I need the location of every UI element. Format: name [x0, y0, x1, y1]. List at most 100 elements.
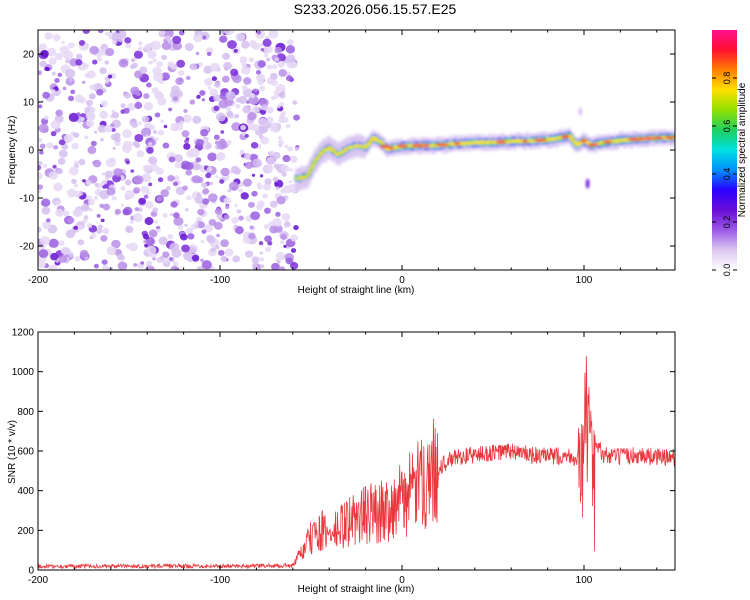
noise-blob	[74, 255, 81, 262]
colorbar-tick-label: 0.8	[722, 72, 732, 85]
noise-blob	[240, 124, 247, 131]
noise-blob	[195, 51, 200, 56]
signal-core	[332, 150, 337, 152]
signal-core	[327, 145, 332, 148]
noise-blob	[125, 160, 131, 165]
noise-blob	[168, 257, 173, 261]
x-tick-label: 0	[399, 275, 405, 286]
noise-blob	[248, 57, 255, 63]
signal-peak	[414, 144, 426, 148]
noise-blob	[236, 209, 241, 213]
noise-blob	[224, 248, 234, 257]
noise-blob	[243, 77, 252, 85]
noise-blob	[50, 120, 61, 130]
noise-blob	[185, 169, 192, 176]
noise-blob	[96, 228, 103, 234]
noise-blob	[189, 63, 198, 71]
noise-blob	[107, 74, 113, 79]
signal-peak	[564, 134, 570, 138]
noise-blob	[68, 112, 79, 123]
noise-blob	[220, 239, 229, 248]
noise-blob	[251, 124, 260, 132]
noise-blob	[277, 60, 286, 68]
noise-blob	[256, 74, 264, 82]
noise-blob	[90, 232, 97, 238]
noise-blob	[121, 144, 132, 154]
noise-blob	[111, 195, 117, 201]
noise-blob	[234, 203, 238, 208]
noise-blob	[154, 112, 161, 118]
noise-blob	[160, 189, 170, 198]
noise-blob	[271, 64, 278, 70]
noise-blob	[230, 165, 240, 174]
noise-blob	[196, 94, 201, 99]
noise-blob	[84, 135, 89, 140]
noise-blob	[196, 176, 204, 184]
noise-blob	[38, 137, 43, 143]
noise-blob	[124, 37, 132, 44]
noise-blob	[85, 180, 92, 186]
noise-blob	[38, 43, 48, 51]
noise-blob	[270, 150, 274, 155]
noise-blob	[277, 136, 282, 140]
noise-blob	[276, 104, 281, 109]
noise-blob	[172, 96, 179, 102]
noise-blob	[225, 91, 236, 101]
signal-peak	[498, 140, 507, 144]
noise-blob	[105, 48, 115, 57]
noise-blob	[124, 189, 135, 200]
noise-blob	[82, 179, 86, 183]
noise-blob	[159, 30, 166, 35]
noise-blob	[171, 248, 182, 258]
noise-blob	[282, 117, 289, 123]
noise-blob	[168, 156, 176, 163]
noise-blob	[58, 139, 66, 146]
noise-blob	[206, 51, 212, 56]
noise-blob	[165, 185, 171, 191]
noise-blob	[99, 203, 105, 208]
noise-blob	[54, 52, 64, 61]
noise-blob	[279, 113, 286, 120]
signal-peak	[588, 143, 599, 147]
noise-blob	[217, 141, 227, 150]
noise-blob	[86, 119, 95, 128]
noise-blob	[284, 144, 289, 148]
noise-blob	[153, 220, 158, 224]
noise-blob	[40, 50, 49, 58]
noise-blob	[263, 53, 269, 58]
noise-blob	[283, 221, 291, 228]
noise-blob	[161, 41, 172, 51]
noise-blob	[52, 34, 61, 42]
noise-blob	[51, 89, 56, 93]
noise-blob	[62, 86, 67, 91]
noise-blob	[134, 133, 144, 143]
noise-blob	[156, 228, 161, 233]
noise-blob	[111, 111, 120, 119]
noise-blob	[183, 109, 188, 113]
noise-blob	[78, 39, 86, 46]
noise-blob	[143, 194, 149, 199]
noise-blob	[257, 200, 265, 208]
noise-blob	[58, 149, 68, 158]
noise-blob	[158, 236, 168, 245]
colorbar-tick-label: 0.2	[722, 216, 732, 229]
noise-blob	[201, 260, 212, 270]
noise-blob	[213, 105, 220, 112]
noise-blob	[259, 257, 265, 262]
noise-blob	[248, 201, 255, 208]
colorbar-tick-label: 0.6	[722, 120, 732, 133]
noise-blob	[286, 71, 291, 76]
noise-blob	[169, 213, 174, 217]
noise-blob	[99, 67, 107, 75]
noise-blob	[157, 177, 164, 183]
noise-blob	[42, 127, 49, 133]
noise-blob	[258, 241, 264, 246]
noise-region	[38, 30, 302, 270]
noise-blob	[152, 129, 158, 134]
noise-blob	[58, 255, 68, 263]
noise-blob	[104, 31, 110, 36]
signal-peak	[423, 144, 430, 147]
signal-core	[577, 143, 582, 146]
noise-blob	[264, 164, 274, 173]
